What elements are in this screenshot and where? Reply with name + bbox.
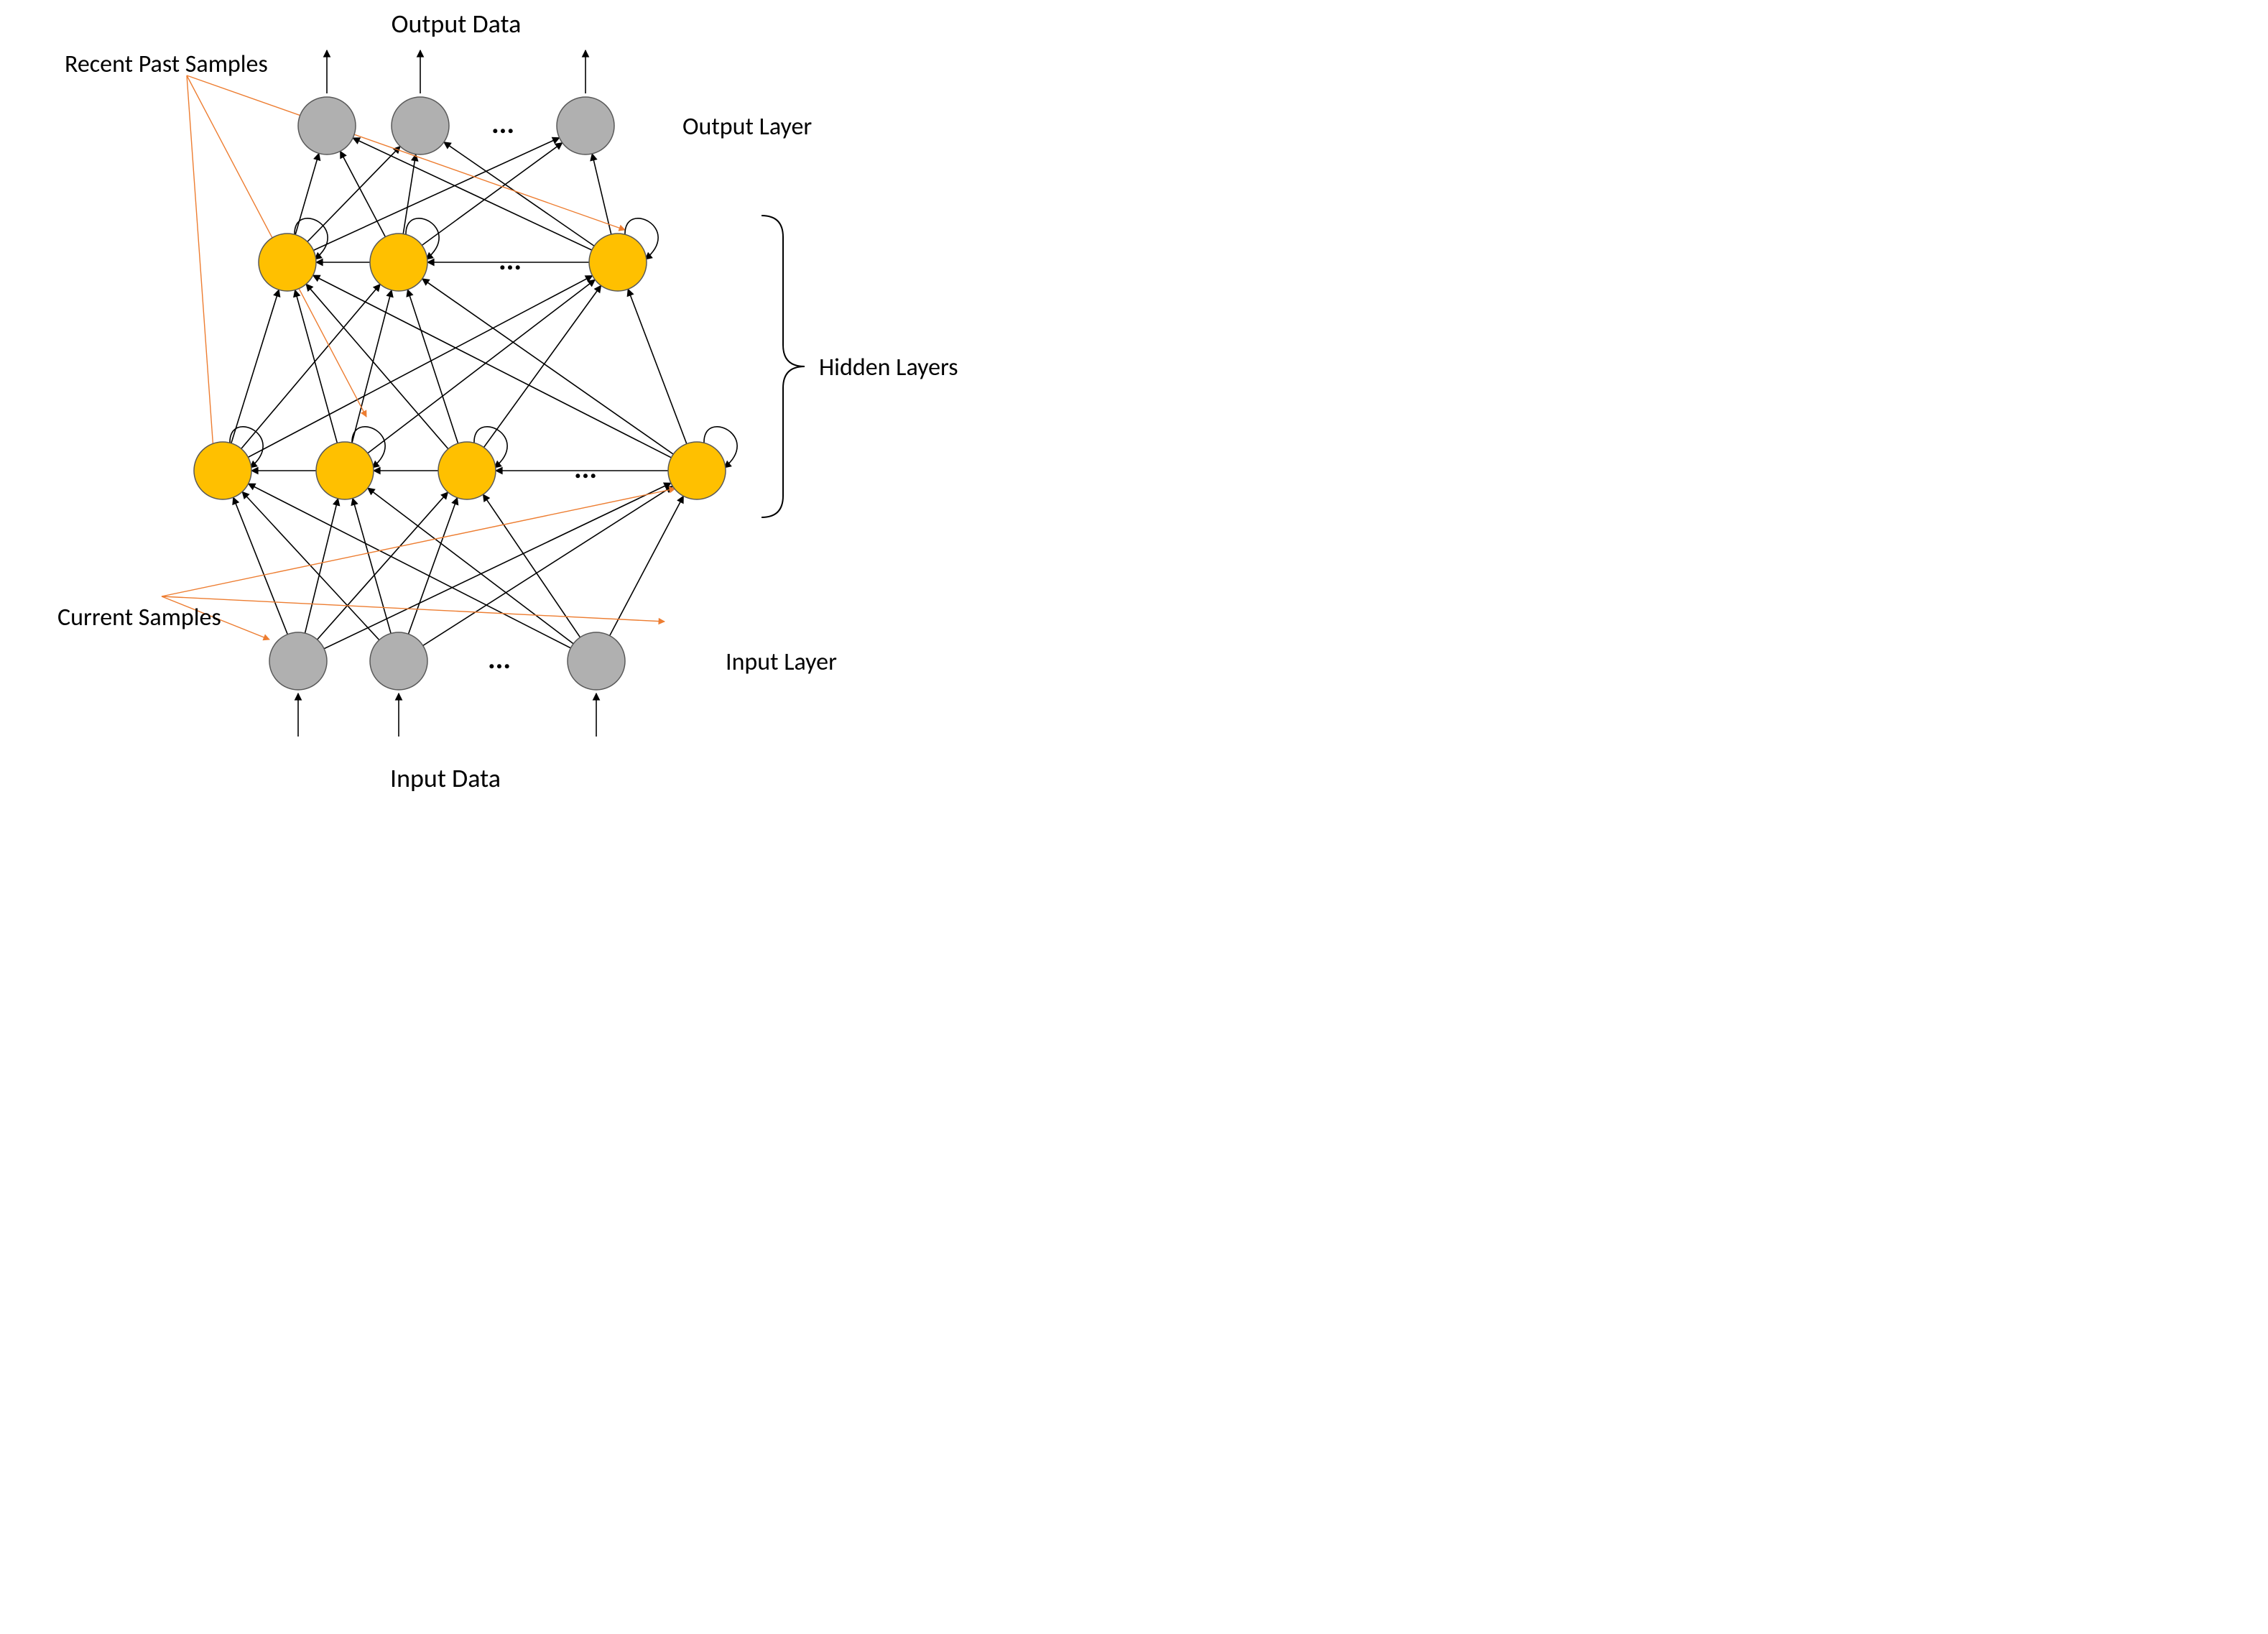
hidden2-node	[370, 234, 427, 291]
output-node	[557, 97, 614, 154]
hidden1-node	[668, 442, 726, 499]
input-node	[568, 632, 625, 690]
label-output-layer: Output Layer	[682, 112, 812, 142]
hidden1-node	[438, 442, 496, 499]
input-node	[370, 632, 427, 690]
label-recent-past: Recent Past Samples	[65, 50, 268, 79]
rnn-diagram: ............ Output Data Input Data Recent …	[0, 0, 1134, 817]
label-hidden-layers: Hidden Layers	[819, 353, 958, 382]
label-input-layer: Input Layer	[726, 647, 837, 677]
hidden2-ellipsis: ...	[499, 242, 522, 277]
output-node	[392, 97, 449, 154]
hidden2-node	[589, 234, 647, 291]
hidden1-ellipsis: ...	[574, 451, 597, 486]
label-current-samples: Current Samples	[57, 603, 221, 632]
output-ellipsis: ...	[491, 106, 514, 141]
input-node	[269, 632, 327, 690]
input-ellipsis: ...	[488, 641, 511, 676]
label-input-data: Input Data	[390, 762, 501, 794]
hidden1-node	[316, 442, 374, 499]
hidden1-node	[194, 442, 251, 499]
label-output-data: Output Data	[392, 8, 522, 40]
hidden2-node	[259, 234, 316, 291]
output-node	[298, 97, 356, 154]
